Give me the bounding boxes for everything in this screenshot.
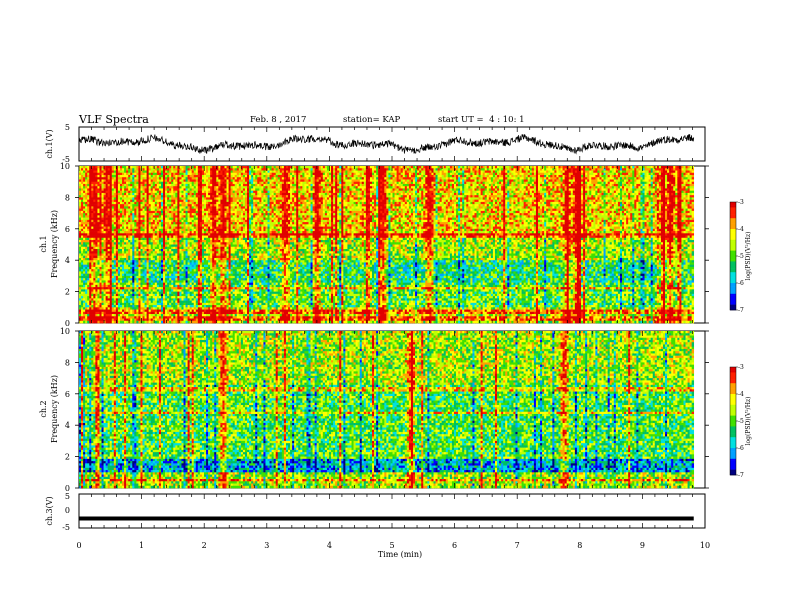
colorbar-label: log(PSD)(V²/Hz) <box>745 232 752 281</box>
x-tick-label: 4 <box>327 541 332 550</box>
colorbar-label: log(PSD)(V²/Hz) <box>745 397 752 446</box>
x-tick-label: 3 <box>264 541 269 550</box>
waveform-ch3-ylabel: ch.3(V) <box>45 496 54 525</box>
spectrogram-ch1-image <box>79 166 695 324</box>
spectrogram-ytick-label: 2 <box>65 288 70 297</box>
colorbar-tick-label: -3 <box>738 199 744 206</box>
colorbar-tick-label: -3 <box>738 364 744 371</box>
colorbar-tick-label: -4 <box>738 226 744 233</box>
colorbar-tick-label: -5 <box>738 253 744 260</box>
spectrogram-ch2-image <box>79 331 695 489</box>
spectrogram-ytick-label: 4 <box>65 256 70 265</box>
x-tick-label: 9 <box>640 541 645 550</box>
waveform-ch1-ytick-bottom: -5 <box>62 155 70 164</box>
colorbar-tick-label: -5 <box>738 418 744 425</box>
x-tick-label: 7 <box>515 541 520 550</box>
spectrogram-ch1-ytick-labels: 0 2 4 6 8 10 <box>60 162 709 328</box>
spectrogram-ch2-ylabel-channel: ch.2 <box>39 400 48 417</box>
waveform-ch3-panel: 5 0 -5 ch.3(V) <box>45 492 706 532</box>
colorbar-tick-label: -4 <box>738 391 744 398</box>
header-station: station= KAP <box>343 115 401 125</box>
spectrogram-ch2-ylabel-frequency: Frequency (kHz) <box>50 375 59 443</box>
waveform-ch1-line <box>78 134 695 155</box>
waveform-ch3-ytick-top: 5 <box>65 492 70 501</box>
colorbar-tick-label: -7 <box>738 472 744 479</box>
spectrogram-ch1-ylabel-frequency: Frequency (kHz) <box>50 210 59 278</box>
spectrogram-ytick-label: 6 <box>65 225 70 234</box>
spectrogram-ch1-ylabel-channel: ch.1 <box>39 235 48 252</box>
spectrogram-ytick-label: 10 <box>60 327 70 336</box>
x-axis-tick-labels: 0 1 2 3 4 5 6 7 8 9 10 <box>76 541 710 550</box>
x-tick-label: 2 <box>202 541 207 550</box>
colorbar-ch1: -3 -4 -5 -6 -7 log(PSD)(V²/Hz) <box>729 199 752 314</box>
waveform-ch1-panel: 5 -5 ch.1(V) <box>45 123 706 164</box>
colorbar-tick-label: -7 <box>738 307 744 314</box>
spectrogram-ch2-panel: ch.2 Frequency (kHz) 0 2 4 6 8 10 <box>39 327 709 493</box>
x-tick-label: 1 <box>139 541 144 550</box>
waveform-ch3-ytick-mid: 0 <box>65 506 70 515</box>
spectrogram-ytick-label: 0 <box>65 484 70 493</box>
x-tick-label: 10 <box>700 541 710 550</box>
colorbar-tick-label: -6 <box>738 280 744 287</box>
figure-title: VLF Spectra <box>78 113 149 126</box>
spectrogram-ytick-label: 8 <box>65 193 70 202</box>
waveform-ch3-frame <box>78 493 706 529</box>
waveform-ch1-trace <box>78 134 695 155</box>
waveform-ch1-ylabel: ch.1(V) <box>45 129 54 158</box>
x-tick-label: 8 <box>577 541 582 550</box>
colorbar-tick-label: -6 <box>738 445 744 452</box>
waveform-ch3-ytick-bottom: -5 <box>62 523 70 532</box>
spectrogram-ytick-label: 6 <box>65 390 70 399</box>
colorbar-ch2: -3 -4 -5 -6 -7 log(PSD)(V²/Hz) <box>729 364 752 479</box>
x-tick-label: 6 <box>452 541 457 550</box>
spectrogram-ytick-label: 10 <box>60 162 70 171</box>
header-date: Feb. 8 , 2017 <box>250 115 306 125</box>
x-tick-label: 5 <box>389 541 394 550</box>
spectrogram-ch1-panel: ch.1 Frequency (kHz) 0 2 4 6 8 10 <box>39 162 709 328</box>
spectrogram-ytick-label: 2 <box>65 453 70 462</box>
spectrogram-ytick-label: 0 <box>65 319 70 328</box>
x-tick-label: 0 <box>76 541 81 550</box>
x-axis-label: Time (min) <box>378 550 422 559</box>
spectrogram-ytick-label: 4 <box>65 421 70 430</box>
x-axis-ticks <box>78 127 706 528</box>
spectrogram-ytick-label: 8 <box>65 358 70 367</box>
waveform-ch1-ytick-top: 5 <box>65 123 70 132</box>
spectrogram-ch2-ytick-labels: 0 2 4 6 8 10 <box>60 327 709 493</box>
header-start-ut: start UT = 4 : 10: 1 <box>438 115 525 125</box>
